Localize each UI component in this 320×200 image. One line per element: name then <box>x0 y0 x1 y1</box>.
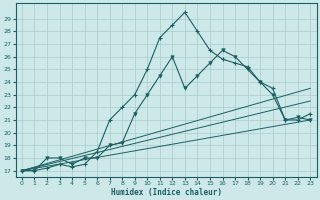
X-axis label: Humidex (Indice chaleur): Humidex (Indice chaleur) <box>111 188 221 197</box>
